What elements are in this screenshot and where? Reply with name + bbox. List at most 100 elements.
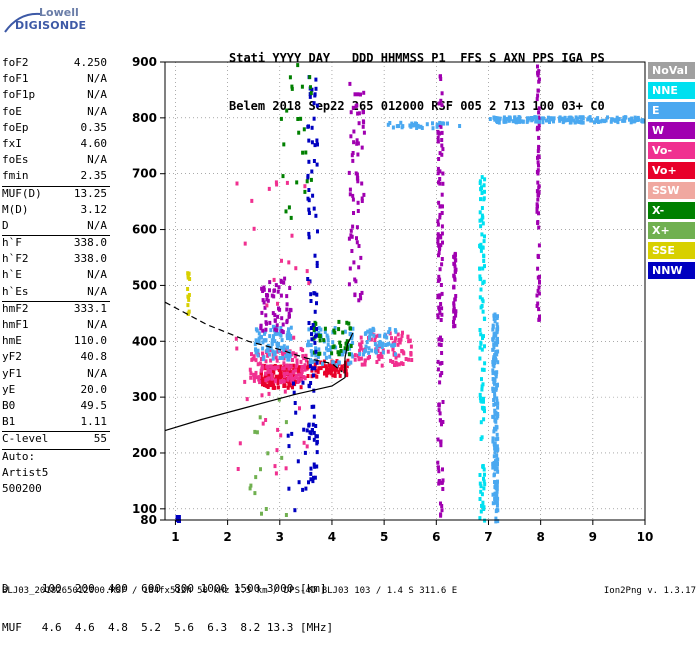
- echo-point: [290, 84, 294, 89]
- echo-point: [348, 81, 352, 86]
- echo-point: [266, 369, 270, 374]
- echo-point: [236, 467, 240, 471]
- echo-point: [281, 355, 285, 360]
- echo-point: [337, 319, 341, 324]
- echo-point: [267, 391, 271, 396]
- echo-point: [291, 377, 294, 381]
- echo-point: [478, 356, 482, 361]
- echo-point: [496, 469, 500, 474]
- echo-point: [252, 226, 256, 231]
- echo-point: [307, 423, 311, 428]
- echo-point: [318, 338, 322, 343]
- echo-point: [311, 323, 315, 327]
- echo-point: [307, 235, 311, 240]
- echo-point: [494, 116, 498, 120]
- echo-point: [345, 339, 349, 344]
- echo-point: [268, 348, 272, 353]
- echo-point: [322, 364, 326, 369]
- param-divider: [2, 185, 110, 187]
- echo-point: [285, 294, 289, 299]
- echo-point: [347, 321, 351, 326]
- echo-point: [257, 336, 261, 341]
- echo-point: [363, 358, 367, 363]
- echo-point: [440, 371, 444, 375]
- echo-point: [495, 316, 499, 320]
- echo-point: [538, 119, 541, 124]
- echo-point: [287, 260, 291, 265]
- echo-point: [294, 266, 298, 271]
- echo-point: [309, 349, 313, 354]
- echo-point: [295, 361, 299, 366]
- echo-point: [535, 189, 539, 194]
- echo-point: [284, 466, 288, 471]
- echo-point: [343, 329, 347, 334]
- echo-point: [439, 439, 443, 444]
- echo-point: [481, 500, 485, 505]
- echo-point: [494, 331, 498, 336]
- echo-point: [491, 327, 495, 332]
- echo-point: [400, 125, 404, 130]
- echo-point: [312, 462, 316, 467]
- param-row: B0 49.5: [2, 399, 107, 415]
- echo-point: [355, 138, 359, 143]
- echo-point: [454, 313, 458, 318]
- echo-point: [265, 303, 269, 308]
- echo-point: [360, 196, 364, 201]
- echo-point: [580, 119, 583, 124]
- echo-point: [277, 348, 281, 353]
- echo-point: [259, 357, 263, 361]
- echo-point: [305, 428, 309, 433]
- echo-point: [439, 343, 443, 347]
- echo-point: [314, 346, 318, 351]
- echo-point: [491, 465, 495, 470]
- echo-point: [437, 243, 441, 248]
- echo-point: [493, 353, 497, 358]
- echo-point: [349, 344, 353, 348]
- echo-point: [299, 346, 303, 351]
- param-row: foEp 0.35: [2, 121, 107, 137]
- echo-point: [351, 354, 355, 359]
- echo-point: [452, 303, 456, 308]
- echo-point: [397, 362, 401, 367]
- echo-point: [310, 366, 314, 371]
- echo-point: [436, 171, 440, 176]
- param-divider: [2, 235, 110, 237]
- echo-point: [568, 120, 572, 125]
- echo-point: [440, 130, 444, 135]
- param-value: N/A: [87, 153, 107, 167]
- param-value: N/A: [87, 72, 107, 86]
- echo-point: [587, 116, 591, 121]
- echo-point: [300, 377, 304, 382]
- echo-point: [257, 331, 261, 336]
- echo-point: [525, 116, 529, 121]
- echo-point: [365, 340, 369, 344]
- echo-point: [260, 511, 263, 516]
- echo-point: [312, 404, 316, 409]
- echo-point: [288, 353, 292, 358]
- echo-point: [495, 432, 499, 437]
- x-tick-label: 6: [432, 530, 440, 544]
- echo-point: [282, 142, 286, 147]
- echo-point: [495, 483, 499, 487]
- echo-point: [479, 509, 483, 514]
- echo-point: [301, 365, 305, 370]
- echo-point: [437, 469, 441, 474]
- param-name: foF1: [2, 72, 29, 86]
- echo-point: [263, 364, 267, 368]
- echo-point: [495, 500, 499, 505]
- plot-grid: [165, 62, 646, 520]
- echo-point: [316, 229, 319, 234]
- echo-point: [268, 334, 272, 339]
- echo-point: [400, 361, 404, 366]
- param-name: B0: [2, 398, 16, 412]
- echo-point: [380, 345, 384, 350]
- echo-point: [313, 340, 317, 345]
- echo-point: [264, 507, 268, 511]
- file-info: BLJ03_2018265012000.RSF / 184fx512h 50 k…: [2, 586, 458, 596]
- echo-point: [438, 212, 442, 217]
- echo-point: [367, 346, 371, 351]
- echo-point: [454, 294, 458, 298]
- echo-point: [313, 143, 317, 148]
- param-name: h`E: [2, 268, 22, 282]
- echo-point: [494, 486, 498, 491]
